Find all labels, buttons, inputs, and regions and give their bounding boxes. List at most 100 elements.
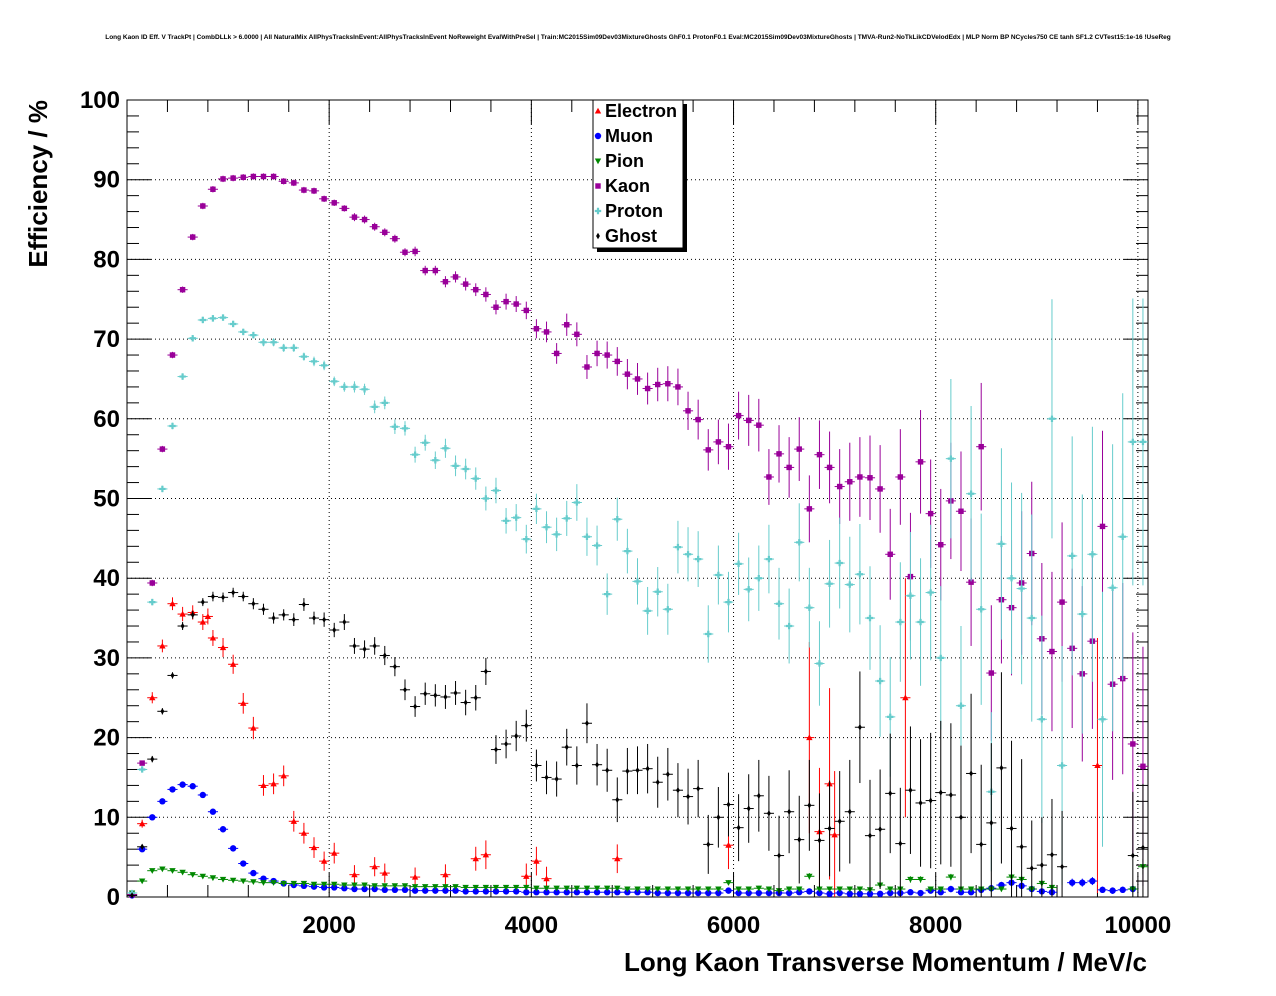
proton-point <box>563 515 570 522</box>
ghost-point <box>483 668 488 675</box>
ghost-point <box>362 645 367 653</box>
ghost-point <box>959 814 963 821</box>
proton-point <box>422 439 429 446</box>
muon-point <box>442 887 449 894</box>
proton-point <box>523 535 530 543</box>
legend-label-kaon: Kaon <box>605 176 650 196</box>
electron-point <box>614 855 621 862</box>
proton-point <box>159 485 166 493</box>
muon-point <box>149 814 156 821</box>
electron-point <box>523 873 530 879</box>
ghost-point <box>969 770 974 777</box>
kaon-point <box>958 508 964 514</box>
ghost-point <box>635 767 640 774</box>
kaon-point <box>978 443 984 450</box>
kaon-point <box>210 186 216 192</box>
pion-point <box>745 886 752 893</box>
ghost-point <box>453 689 458 697</box>
ghost-point <box>494 746 498 753</box>
kaon-point <box>705 447 711 453</box>
kaon-point <box>614 358 621 365</box>
pion-point <box>260 880 267 886</box>
muon-point <box>189 783 196 790</box>
kaon-point <box>725 443 732 450</box>
electron-point <box>381 869 388 876</box>
kaon-point <box>321 196 327 202</box>
kaon-point <box>412 248 418 255</box>
proton-point <box>887 713 894 721</box>
muon-point <box>664 889 672 897</box>
muon-point <box>876 890 884 898</box>
proton-point <box>1119 533 1126 540</box>
proton-point <box>947 455 955 462</box>
electron-point <box>831 831 838 838</box>
kaon-point <box>503 298 509 305</box>
ghost-point <box>382 652 387 659</box>
muon-point <box>219 826 227 833</box>
pion-point <box>452 884 459 890</box>
pion-point <box>432 884 439 890</box>
ghost-point <box>433 692 438 699</box>
muon-point <box>553 889 560 896</box>
proton-point <box>907 592 914 599</box>
muon-point <box>492 888 500 895</box>
ghost-point <box>473 694 478 701</box>
pion-point <box>149 868 156 874</box>
y-axis-title: Efficiency / % <box>23 100 53 268</box>
ghost-point <box>857 724 862 731</box>
kaon-point <box>786 464 792 471</box>
muon-point <box>502 888 510 895</box>
ghost-point <box>514 732 519 740</box>
proton-point <box>826 580 833 587</box>
proton-point <box>796 539 803 546</box>
ghost-point <box>868 832 872 839</box>
muon-point <box>1068 879 1076 886</box>
kaon-point <box>382 229 388 236</box>
pion-point <box>199 873 207 880</box>
kaon-point <box>301 187 307 193</box>
ghost-point <box>140 843 145 850</box>
ghost-point <box>180 622 185 630</box>
proton-point <box>411 451 419 458</box>
pion-point <box>280 880 287 887</box>
ghost-point <box>504 740 509 748</box>
ghost-point <box>544 774 549 781</box>
ghost-point <box>342 618 347 626</box>
pion-point <box>947 874 955 881</box>
kaon-point <box>331 200 337 206</box>
pion-point <box>624 886 631 893</box>
proton-point <box>351 383 358 391</box>
muon-point <box>705 889 712 897</box>
ghost-point <box>787 808 792 815</box>
electron-point <box>411 873 419 880</box>
muon-point <box>654 889 661 897</box>
proton-point <box>978 606 985 613</box>
ghost-point <box>423 690 428 697</box>
pion-point <box>290 880 297 887</box>
ghost-point <box>595 761 599 768</box>
proton-point <box>482 495 490 502</box>
pion-point <box>179 869 186 876</box>
pion-point <box>341 882 348 889</box>
pion-point <box>270 880 277 886</box>
legend-marker-ghost <box>596 232 600 240</box>
y-tick-label: 30 <box>93 645 120 672</box>
pion-point <box>765 886 773 893</box>
pion-point <box>856 886 864 893</box>
electron-point <box>725 841 732 848</box>
proton-point <box>785 622 793 630</box>
pion-point <box>169 868 176 874</box>
y-tick-label: 0 <box>107 884 120 911</box>
kaon-point <box>543 329 550 335</box>
pion-point <box>614 885 621 892</box>
series-proton <box>127 298 1148 897</box>
kaon-point <box>149 580 155 586</box>
pion-point <box>937 886 944 893</box>
pion-point <box>310 881 318 888</box>
proton-point <box>735 560 742 568</box>
ghost-point <box>564 743 569 751</box>
proton-point <box>472 475 479 482</box>
pion-point <box>219 876 227 883</box>
kaon-point <box>847 479 853 485</box>
